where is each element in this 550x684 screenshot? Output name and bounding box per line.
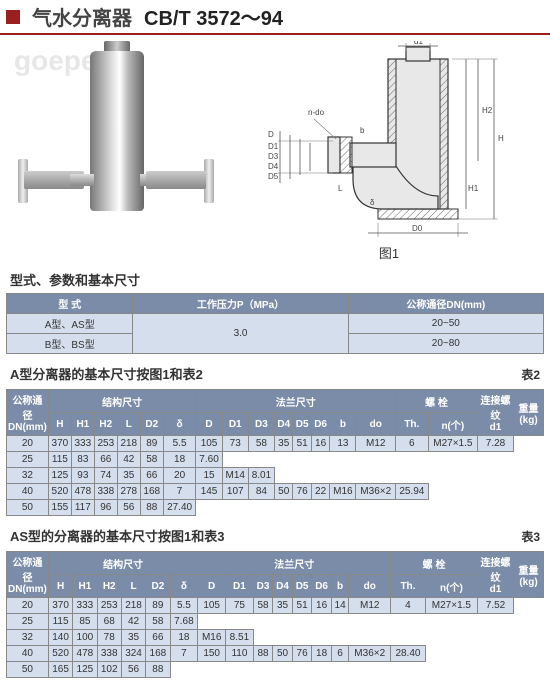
table-row: 501651251025688 <box>7 662 544 678</box>
svg-text:L: L <box>338 184 343 193</box>
table-row: 405204783383241687150110885076186M36×228… <box>7 646 544 662</box>
table-row: 3214010078356618M168.51 <box>7 630 544 646</box>
params-table: 型 式 工作压力P（MPa） 公称通径DN(mm) A型、AS型 3.0 20~… <box>6 293 544 354</box>
svg-text:D5: D5 <box>268 172 279 181</box>
th-type: 型 式 <box>7 294 133 314</box>
table-row: A型、AS型 3.0 20~50 <box>7 314 544 334</box>
svg-text:D4: D4 <box>268 162 279 171</box>
svg-text:n-do: n-do <box>308 108 325 117</box>
svg-text:H1: H1 <box>468 184 479 193</box>
title-cn: 气水分离器 <box>32 2 132 31</box>
table-row: 2511583664258187.60 <box>7 452 544 468</box>
title-std: CB/T 3572～94 <box>144 2 283 31</box>
header-square <box>6 10 20 24</box>
table-row: 20370333253218895.5105755835511614M124M2… <box>7 598 544 614</box>
watermark: goepe <box>14 45 96 77</box>
table-row: 40520478338278168714510784507622M16M36×2… <box>7 484 544 500</box>
table-row: 5015511796568827.40 <box>7 500 544 516</box>
svg-text:b: b <box>360 126 365 135</box>
section-params-label: 型式、参数和基本尺寸 <box>0 266 550 291</box>
section2-title: A型分离器的基本尺寸按图1和表2 <box>10 360 203 387</box>
svg-text:H2: H2 <box>482 106 493 115</box>
table2: 公称通径DN(mm)结构尺寸法兰尺寸螺 栓连接螺纹d1重量(kg)HH1H2LD… <box>6 389 544 516</box>
table3: 公称通径DN(mm)结构尺寸法兰尺寸螺 栓连接螺纹d1重量(kg)HH1H2LD… <box>6 551 544 678</box>
table-row: 25115856842587.68 <box>7 614 544 630</box>
section3-title: AS型的分离器的基本尺寸按图1和表3 <box>10 522 225 549</box>
svg-text:D1: D1 <box>268 142 279 151</box>
svg-text:D0: D0 <box>412 224 423 233</box>
table-row: 20370333253218895.5105735835511613M126M2… <box>7 436 544 452</box>
svg-text:H: H <box>498 134 504 143</box>
figure-caption: 图1 <box>238 243 540 262</box>
th-dn: 公称通径DN(mm) <box>348 294 543 314</box>
product-photo: goepe <box>10 41 230 251</box>
table-row: 32125937435662015M148.01 <box>7 468 544 484</box>
th-pressure: 工作压力P（MPa） <box>133 294 348 314</box>
svg-text:d1: d1 <box>414 41 423 46</box>
svg-text:δ: δ <box>370 198 375 207</box>
top-area: goepe <box>0 35 550 266</box>
svg-text:D: D <box>268 130 274 139</box>
engineering-diagram: D D1 D3 D4 D5 n-do H H2 H1 d1 D0 <box>238 41 540 262</box>
table-header-row: 型 式 工作压力P（MPa） 公称通径DN(mm) <box>7 294 544 314</box>
page-header: 气水分离器 CB/T 3572～94 <box>0 0 550 35</box>
table2-label: 表2 <box>521 366 540 383</box>
table3-label: 表3 <box>521 528 540 545</box>
svg-text:D3: D3 <box>268 152 279 161</box>
